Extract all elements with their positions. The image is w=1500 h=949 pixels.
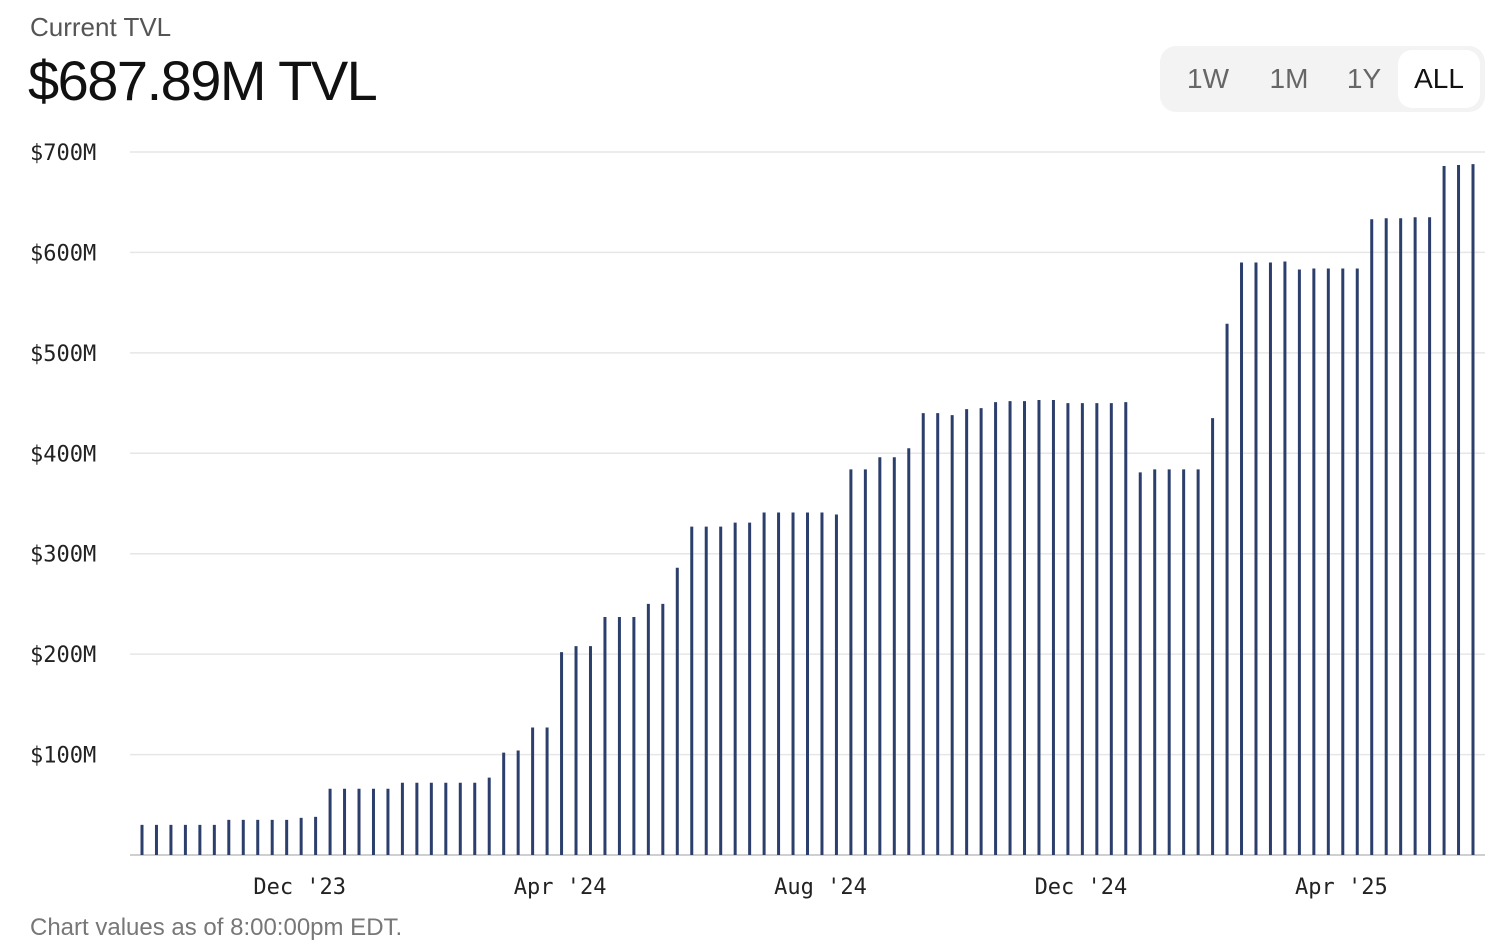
x-tick-label: Aug '24 — [774, 875, 867, 900]
y-tick-label: $300M — [30, 543, 96, 568]
range-1m-button[interactable]: 1M — [1269, 63, 1309, 94]
tvl-value: $687.89M TVL — [28, 49, 378, 112]
range-1w-button[interactable]: 1W — [1187, 63, 1229, 94]
x-tick-label: Apr '25 — [1295, 875, 1388, 900]
y-tick-label: $500M — [30, 342, 96, 367]
tvl-label: Current TVL — [30, 12, 172, 42]
range-all-button[interactable]: ALL — [1398, 50, 1480, 108]
x-tick-label: Dec '24 — [1035, 875, 1128, 900]
x-tick-label: Dec '23 — [253, 875, 346, 900]
range-1y-button[interactable]: 1Y — [1346, 63, 1382, 94]
chart-timestamp-note: Chart values as of 8:00:00pm EDT. — [30, 914, 403, 941]
x-tick-label: Apr '24 — [514, 875, 607, 900]
y-tick-label: $600M — [30, 241, 96, 266]
y-tick-label: $700M — [30, 141, 96, 166]
y-tick-label: $100M — [30, 744, 96, 769]
y-tick-label: $200M — [30, 643, 96, 668]
range-selector: 1W 1M 1Y ALL — [1160, 46, 1485, 112]
y-tick-label: $400M — [30, 442, 96, 467]
